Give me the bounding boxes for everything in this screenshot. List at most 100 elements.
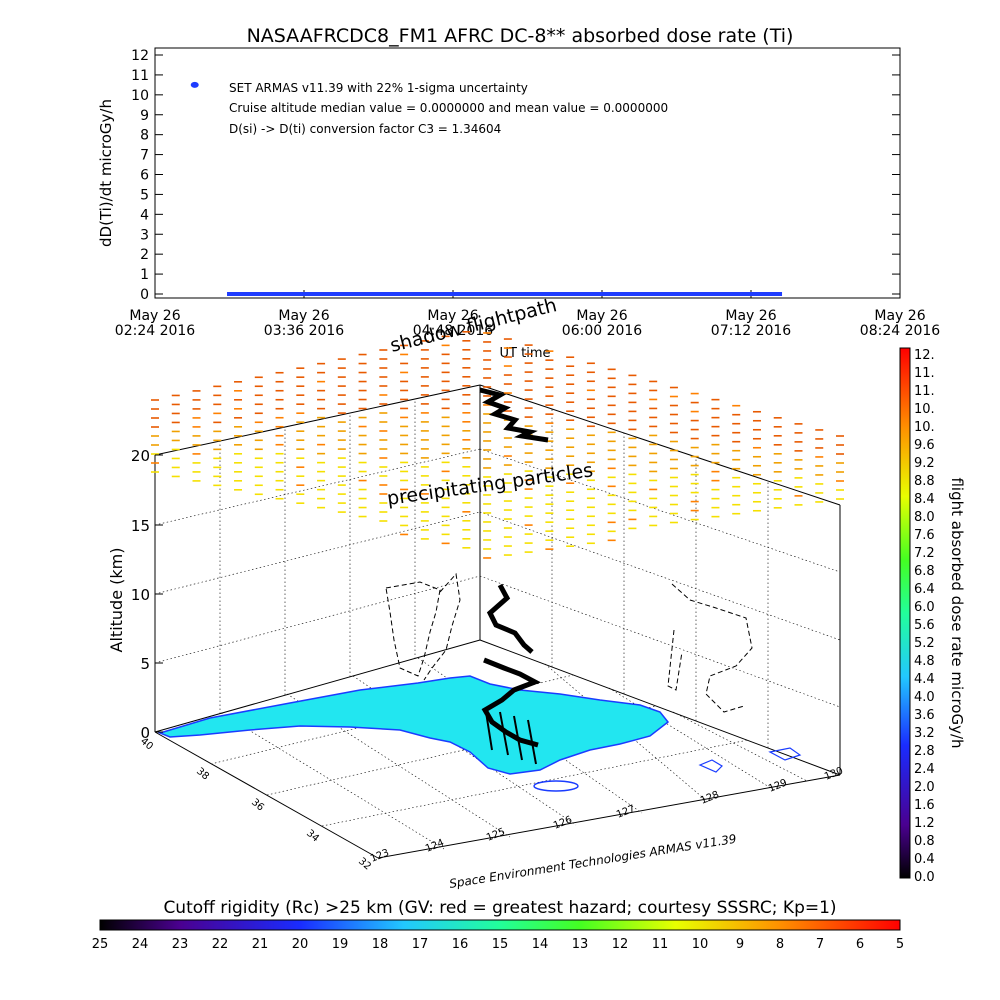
dose-rate-colorbar-tick: 12.	[914, 348, 935, 363]
x-tick-time: 04:48 2016	[413, 323, 494, 339]
timeseries-series	[190, 81, 783, 296]
dose-rate-colorbar-tick: 8.4	[914, 492, 935, 507]
dose-rate-colorbar-tick: 6.0	[914, 600, 935, 615]
dose-rate-colorbar-tick: 3.2	[914, 726, 935, 741]
latitude-tick-label: 36	[249, 797, 266, 814]
dose-rate-colorbar-tick: 0.8	[914, 834, 935, 849]
dose-rate-colorbar-tick: 1.6	[914, 798, 935, 813]
altitude-tick-label: 5	[140, 655, 150, 673]
cutoff-rigidity-tick: 12	[612, 937, 629, 952]
x-tick-time: 08:24 2016	[860, 323, 941, 339]
precipitating-particles-markers	[151, 331, 844, 559]
rigidity-contour-fragment	[698, 759, 723, 773]
dose-rate-colorbar-tick: 0.0	[914, 870, 935, 885]
cutoff-rigidity-colorbar: Cutoff rigidity (Rc) >25 km (GV: red = g…	[92, 898, 904, 952]
flight-path	[479, 387, 549, 765]
cutoff-rigidity-ticks: 25 24 23 22 21 20 19 18 17 16 15 14 13 12 11 10 9 8 7 6 5	[92, 937, 904, 952]
dose-rate-colorbar-tick: 4.8	[914, 654, 935, 669]
longitude-tick-label: 128	[699, 789, 721, 806]
latitude-tick-label: 34	[304, 828, 321, 845]
y-tick-label: 10	[131, 88, 149, 104]
cutoff-rigidity-tick: 10	[692, 937, 709, 952]
longitude-tick-label: 126	[552, 814, 574, 831]
annotation-armas-version: SET ARMAS v11.39 with 22% 1-sigma uncert…	[229, 81, 528, 95]
altitude-tick-label: 20	[131, 447, 150, 465]
altitude-axis: 0 5 10 15 20	[131, 447, 163, 742]
cutoff-rigidity-tick: 11	[652, 937, 669, 952]
shadow-flightpath-track	[479, 387, 549, 443]
altitude-tick-label: 10	[131, 586, 150, 604]
flightpath-surface-shadow	[485, 711, 537, 765]
dose-rate-colorbar-tick: 8.8	[914, 474, 935, 489]
y-tick-label: 2	[140, 247, 149, 263]
cutoff-rigidity-tick: 16	[452, 937, 469, 952]
cutoff-rigidity-tick: 19	[332, 937, 349, 952]
dose-rate-colorbar-tick: 3.6	[914, 708, 935, 723]
longitude-tick-label: 125	[485, 826, 507, 843]
longitude-tick-label: 124	[424, 837, 446, 854]
dose-rate-colorbar-tick: 11.	[914, 366, 935, 381]
dose-rate-colorbar-tick: 4.0	[914, 690, 935, 705]
dose-rate-colorbar-tick: 6.8	[914, 564, 935, 579]
y-tick-label: 1	[140, 267, 149, 283]
cutoff-rigidity-tick: 13	[572, 937, 589, 952]
dose-rate-colorbar-tick: 2.0	[914, 780, 935, 795]
flightpath-lower-track	[481, 657, 542, 748]
cutoff-rigidity-tick: 22	[212, 937, 229, 952]
x-tick-date: May 26	[725, 308, 776, 324]
dose-rate-colorbar-tick: 7.6	[914, 528, 935, 543]
flight-3d-view: shadow flightpath precipitating particle…	[107, 294, 845, 891]
y-tick-label: 8	[140, 128, 149, 144]
y-tick-label: 3	[140, 227, 149, 243]
cutoff-rigidity-tick: 23	[172, 937, 189, 952]
y-tick-label: 4	[140, 207, 149, 223]
longitude-tick-label: 123	[369, 847, 391, 864]
dose-rate-colorbar-tick: 5.6	[914, 618, 935, 633]
cutoff-rigidity-map	[157, 675, 802, 792]
y-tick-label: 9	[140, 108, 149, 124]
timeseries-frame	[154, 47, 901, 299]
annotation-cruise-altitude: Cruise altitude median value = 0.0000000…	[229, 101, 668, 115]
y-tick-label: 5	[140, 187, 149, 203]
dose-rate-timeseries: NASAAFRCDC8_FM1 AFRC DC-8** absorbed dos…	[97, 25, 940, 361]
x-tick-date: May 26	[576, 308, 627, 324]
cutoff-rigidity-tick: 25	[92, 937, 109, 952]
altitude-axis-label: Altitude (km)	[107, 548, 126, 653]
timeseries-y-label: dD(Ti)/dt microGy/h	[97, 99, 115, 247]
cutoff-rigidity-tick: 8	[776, 937, 784, 952]
dose-rate-colorbar-tick: 2.8	[914, 744, 935, 759]
x-tick-date: May 26	[129, 308, 180, 324]
x-tick-time: 02:24 2016	[115, 323, 196, 339]
cutoff-rigidity-gradient	[99, 919, 901, 931]
dose-rate-colorbar-tick: 4.4	[914, 672, 935, 687]
projection-outlines	[385, 572, 753, 713]
x-tick-time: 06:00 2016	[562, 323, 643, 339]
dose-rate-colorbar-tick: 7.2	[914, 546, 935, 561]
altitude-tick-label: 0	[140, 724, 150, 742]
dose-rate-colorbar-tick: 8.0	[914, 510, 935, 525]
latitude-tick-label: 38	[194, 766, 211, 783]
cutoff-rigidity-title: Cutoff rigidity (Rc) >25 km (GV: red = g…	[163, 898, 836, 918]
altitude-tick-label: 15	[131, 517, 150, 535]
dose-rate-colorbar-tick: 9.2	[914, 456, 935, 471]
dose-rate-colorbar-tick: 9.6	[914, 438, 935, 453]
dose-rate-marker	[190, 81, 199, 88]
x-tick-date: May 26	[278, 308, 329, 324]
dose-rate-colorbar-gradient	[899, 347, 911, 879]
cutoff-rigidity-tick: 18	[372, 937, 389, 952]
y-tick-label: 11	[131, 68, 149, 84]
cutoff-rigidity-tick: 9	[736, 937, 744, 952]
timeseries-title: NASAAFRCDC8_FM1 AFRC DC-8** absorbed dos…	[247, 25, 794, 47]
rigidity-contour-island	[533, 780, 579, 792]
y-tick-label: 7	[140, 148, 149, 164]
cutoff-rigidity-tick: 15	[492, 937, 509, 952]
rigidity-contour-fragment-east	[768, 747, 802, 761]
y-tick-label: 12	[131, 48, 149, 64]
cutoff-rigidity-tick: 7	[816, 937, 824, 952]
dose-rate-colorbar-tick: 10.	[914, 420, 935, 435]
dose-rate-colorbar-tick: 6.4	[914, 582, 935, 597]
